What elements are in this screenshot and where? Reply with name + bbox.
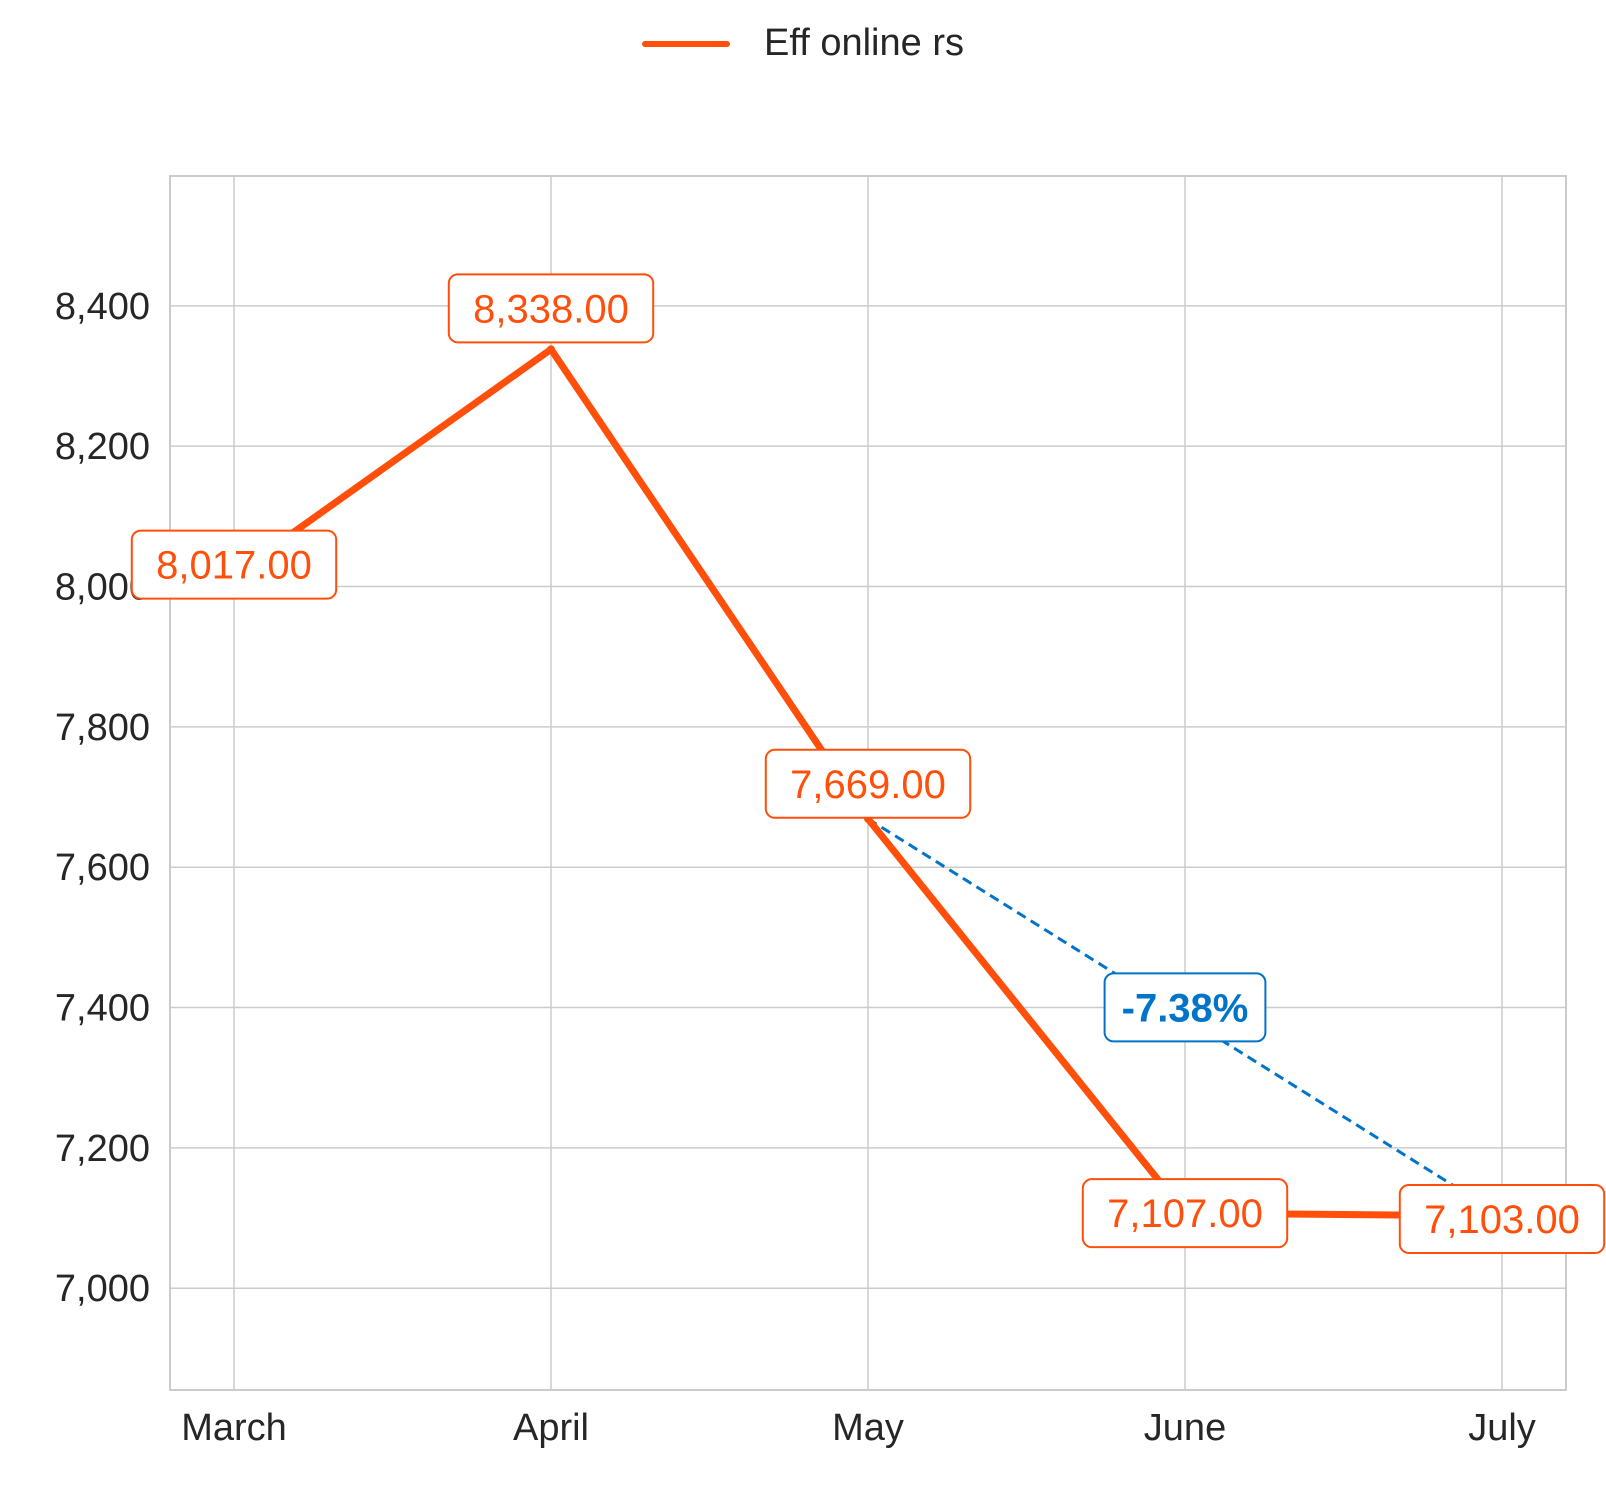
legend: Eff online rs bbox=[0, 22, 1606, 65]
x-tick-label: April bbox=[513, 1407, 589, 1449]
data-label-text: 7,103.00 bbox=[1424, 1198, 1580, 1242]
legend-swatch-eff-online-rs bbox=[642, 40, 731, 47]
data-label: 7,107.00 bbox=[1081, 1178, 1289, 1249]
data-label-box bbox=[1081, 1178, 1289, 1249]
y-tick-label: 7,400 bbox=[55, 988, 150, 1030]
data-label-text: 8,017.00 bbox=[156, 544, 312, 588]
x-tick-label: July bbox=[1468, 1407, 1536, 1449]
data-label: 8,338.00 bbox=[447, 273, 655, 344]
y-tick-label: 7,800 bbox=[55, 707, 150, 749]
y-tick-label: 7,200 bbox=[55, 1128, 150, 1170]
y-tick-label: 8,200 bbox=[55, 426, 150, 468]
trend-label-box bbox=[1103, 972, 1267, 1043]
data-label: 7,669.00 bbox=[764, 748, 972, 819]
data-label-text: 7,669.00 bbox=[790, 763, 946, 807]
data-label: 7,103.00 bbox=[1398, 1183, 1606, 1254]
data-label-text: 8,338.00 bbox=[473, 287, 629, 331]
y-tick-label: 8,400 bbox=[55, 286, 150, 328]
data-label-box bbox=[130, 529, 338, 600]
trend-label-text: -7.38% bbox=[1122, 986, 1249, 1030]
x-tick-label: May bbox=[832, 1407, 904, 1449]
trend-label: -7.38% bbox=[1103, 972, 1267, 1043]
x-tick-label: March bbox=[181, 1407, 287, 1449]
legend-label-eff-online-rs: Eff online rs bbox=[764, 22, 964, 64]
data-label-text: 7,107.00 bbox=[1107, 1192, 1263, 1236]
data-label: 8,017.00 bbox=[130, 529, 338, 600]
data-label-box bbox=[764, 748, 972, 819]
plot-frame bbox=[169, 175, 1567, 1391]
data-label-box bbox=[1398, 1183, 1606, 1254]
y-tick-label: 7,600 bbox=[55, 847, 150, 889]
data-label-box bbox=[447, 273, 655, 344]
y-tick-label: 7,000 bbox=[55, 1268, 150, 1310]
data-point bbox=[547, 345, 555, 354]
x-tick-label: June bbox=[1144, 1407, 1226, 1449]
